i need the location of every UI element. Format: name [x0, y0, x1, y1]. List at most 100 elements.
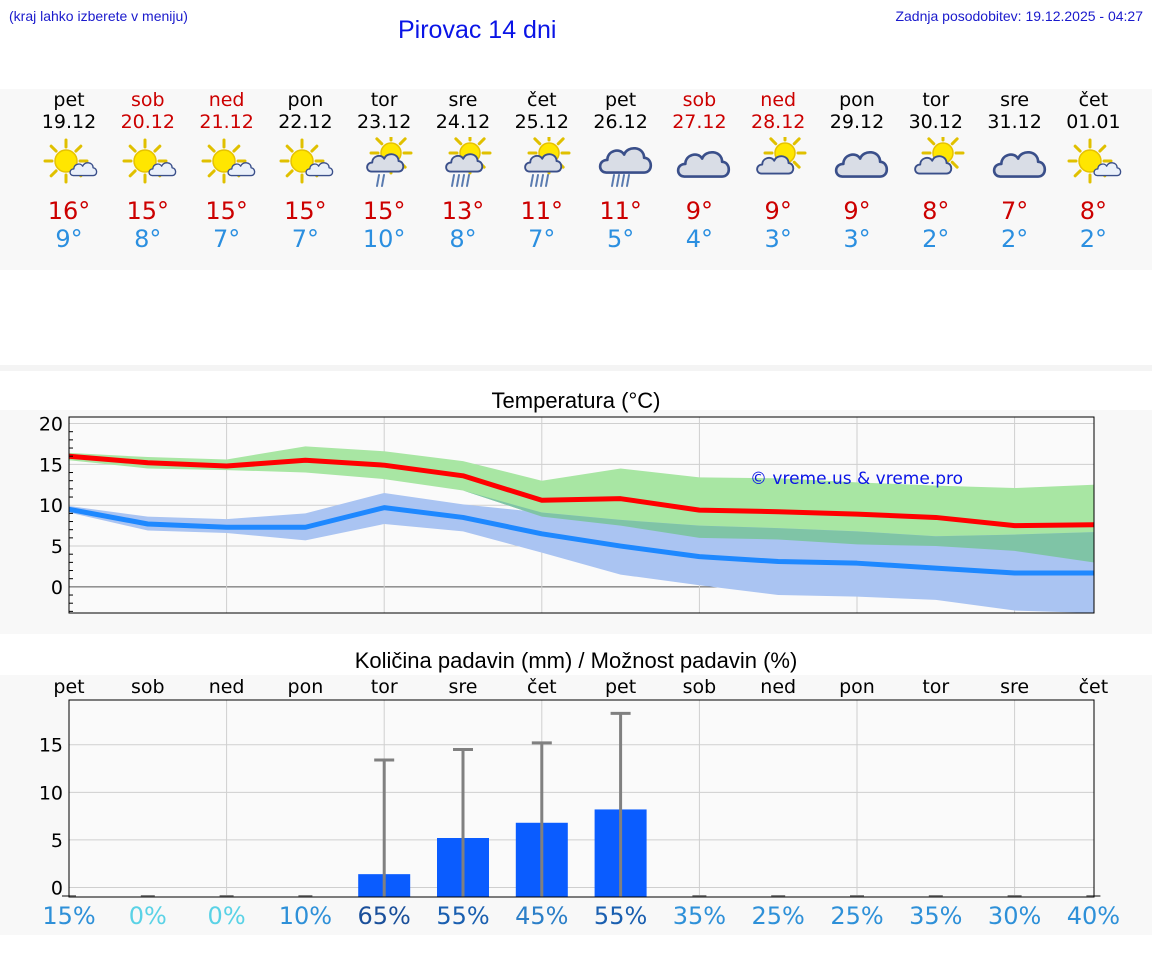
min-temperature: 8°: [134, 225, 162, 253]
temperature-chart-title: Temperatura (°C): [491, 388, 661, 413]
precipitation-tick-label: 10: [39, 782, 63, 804]
max-temperature: 15°: [362, 197, 406, 225]
cloud-shape: [834, 151, 889, 178]
day-date: 20.12: [120, 111, 175, 133]
max-temperature: 8°: [922, 197, 950, 225]
day-date: 24.12: [435, 111, 491, 133]
temperature-tick-label: 10: [39, 495, 63, 517]
temperature-tick-label: 0: [51, 577, 63, 599]
cloud-shape: [226, 162, 255, 177]
day-date: 21.12: [199, 111, 254, 133]
day-name: sre: [448, 89, 478, 111]
day-date: 25.12: [514, 111, 569, 133]
precipitation-plot-area: [69, 700, 1094, 897]
precipitation-probability: 25%: [751, 902, 805, 930]
min-temperature: 9°: [55, 225, 83, 253]
sun-cloud-heavy-rain-icon: [523, 137, 571, 187]
precipitation-tick-label: 5: [51, 830, 63, 852]
precipitation-day-label: ned: [209, 676, 245, 698]
cloud-shape: [1093, 162, 1122, 177]
precipitation-probability: 55%: [436, 902, 490, 930]
cloud-shape: [523, 153, 563, 173]
temperature-tick-label: 20: [39, 414, 63, 436]
day-name: sob: [131, 89, 165, 111]
rain-shape: [529, 174, 549, 187]
precipitation-day-label: tor: [371, 676, 398, 698]
day-date: 29.12: [829, 111, 885, 133]
cloud-shape: [69, 162, 98, 177]
precipitation-plot-frame: [68, 699, 1095, 898]
day-date: 27.12: [672, 111, 727, 133]
precipitation-day-label: ned: [760, 676, 796, 698]
day-date: 28.12: [750, 111, 806, 133]
precipitation-chart-title: Količina padavin (mm) / Možnost padavin …: [354, 648, 798, 673]
temperature-tick-label: 5: [51, 536, 63, 558]
day-name: tor: [370, 89, 398, 111]
min-temperature: 4°: [685, 225, 714, 253]
max-temperature: 11°: [520, 197, 564, 225]
sun-cloud-icon: [1067, 138, 1122, 184]
sun-cloud-icon: [201, 138, 255, 184]
day-date: 26.12: [593, 111, 648, 133]
precipitation-probability: 40%: [1066, 902, 1121, 930]
temperature-plot-frame: [68, 416, 1095, 614]
menu-note: (kraj lahko izberete v meniju): [9, 8, 188, 24]
cloud-icon: [834, 151, 889, 178]
day-name: sob: [682, 89, 717, 111]
min-temperature: 3°: [764, 225, 792, 253]
precipitation-probability: 0%: [128, 902, 167, 930]
cloud-icon: [992, 151, 1046, 178]
day-date: 30.12: [908, 111, 963, 133]
precipitation-probability: 55%: [593, 902, 648, 930]
precipitation-day-label: čet: [1079, 676, 1109, 698]
overlap-band: [69, 460, 1094, 563]
precipitation-day-label: pet: [605, 676, 636, 698]
precipitation-tick-label: 0: [51, 877, 63, 899]
cloud-shape: [598, 147, 652, 174]
precipitation-probability: 45%: [515, 902, 569, 930]
min-temperature: 7°: [528, 225, 556, 253]
last-update: Zadnja posodobitev: 19.12.2025 - 04:27: [895, 8, 1143, 24]
max-temperature-line: [68, 453, 1096, 529]
precipitation-probability: 25%: [830, 902, 884, 930]
min-temperature: 2°: [1000, 225, 1029, 253]
day-name: pet: [53, 89, 85, 111]
sun-big-cloud-icon: [756, 137, 807, 175]
min-temperature: 7°: [212, 225, 241, 253]
sun-cloud-icon: [43, 138, 98, 184]
precipitation-day-label: tor: [922, 676, 949, 698]
precipitation-day-label: pon: [288, 676, 324, 698]
min-temperature: 8°: [449, 225, 477, 253]
max-temperature: 13°: [441, 197, 485, 225]
cloud-shape: [992, 151, 1046, 178]
min-temperature: 7°: [291, 225, 320, 253]
day-name: tor: [922, 89, 950, 111]
day-name: sre: [1000, 89, 1030, 111]
max-temperature: 15°: [284, 197, 327, 225]
day-name: ned: [208, 89, 245, 111]
sun-cloud-rain-icon: [366, 137, 413, 187]
min-temperature: 10°: [362, 225, 406, 253]
cloud-shape: [148, 162, 177, 177]
max-temperature: 16°: [47, 197, 91, 225]
cloud-shape: [756, 155, 795, 175]
day-date: 19.12: [41, 111, 97, 133]
cloud-shape: [445, 153, 484, 173]
sun-big-cloud-icon: [913, 137, 965, 175]
precipitation-chart: pet sob ned pon tor sre čet pet sob ned pon tor sre č…: [39, 676, 1109, 899]
precipitation-day-label: sob: [683, 676, 717, 698]
sun-cloud-icon: [279, 138, 334, 184]
max-temperature: 9°: [685, 197, 714, 225]
page-title: Pirovac 14 dni: [398, 16, 557, 44]
divider: [0, 365, 1152, 371]
max-temperature: 9°: [764, 197, 792, 225]
day-name: pon: [839, 89, 875, 111]
min-temperature: 2°: [1079, 225, 1108, 253]
day-date: 22.12: [278, 111, 333, 133]
day-name: čet: [527, 89, 557, 111]
forecast-strip: [0, 89, 1152, 270]
max-temperature: 11°: [599, 197, 642, 225]
cloud-shape: [913, 155, 953, 175]
precipitation-probability: 15%: [42, 902, 96, 930]
cloud-shape: [366, 153, 405, 173]
